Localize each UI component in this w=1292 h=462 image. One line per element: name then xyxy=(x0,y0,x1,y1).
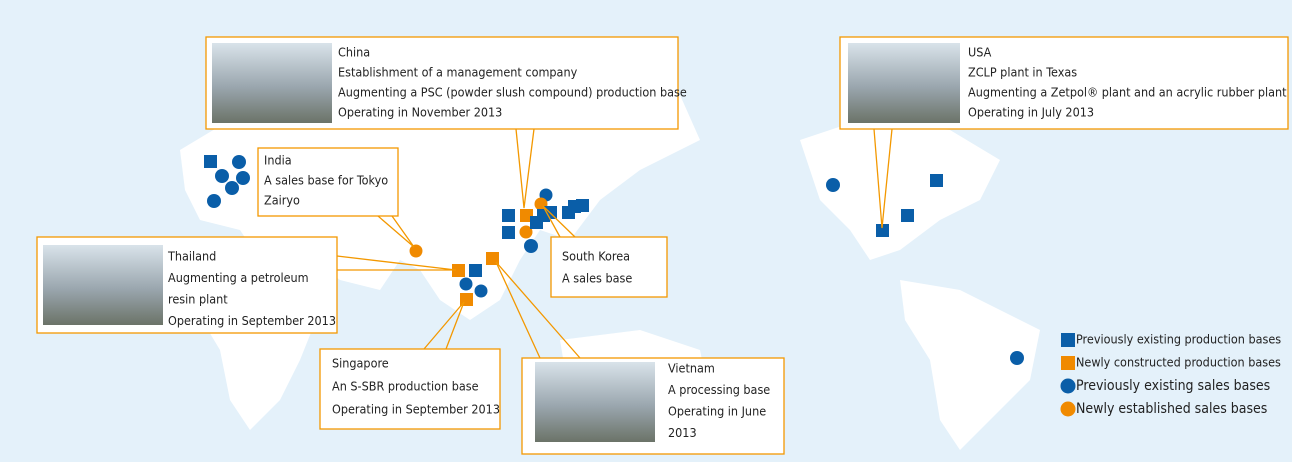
callout-title: India xyxy=(264,153,292,168)
north-america xyxy=(800,120,1000,260)
callout-line: Operating in July 2013 xyxy=(968,105,1094,120)
sales-base xyxy=(225,181,239,195)
callout: China Establishment of a management compa… xyxy=(205,36,687,130)
callout: Thailand Augmenting a petroleum resin plan… xyxy=(36,236,338,334)
new-production-base xyxy=(452,264,465,277)
callout-line: Zairyo xyxy=(264,193,300,208)
callout-title: South Korea xyxy=(562,249,630,264)
pointer xyxy=(515,128,535,209)
callout-line: Augmenting a PSC (powder slush compound)… xyxy=(338,85,687,100)
sales-base xyxy=(474,284,488,298)
callout-box xyxy=(550,236,668,298)
legend-label: Previously existing production bases xyxy=(1076,332,1281,347)
south-america xyxy=(900,280,1040,450)
new-production-base xyxy=(486,252,499,265)
new-sales-base xyxy=(519,225,533,239)
production-base xyxy=(502,226,515,239)
sales-base xyxy=(1010,351,1024,365)
callout-line: ZCLP plant in Texas xyxy=(968,65,1077,80)
callout-title: Singapore xyxy=(332,356,389,371)
callout-title: Thailand xyxy=(167,249,216,264)
eurasia xyxy=(180,80,700,320)
legend-label: Previously existing sales bases xyxy=(1076,378,1270,394)
production-base xyxy=(469,264,482,277)
callout-title: China xyxy=(338,45,370,60)
pointer xyxy=(495,261,581,359)
callout-line: Operating in November 2013 xyxy=(338,105,502,120)
legend-label: Newly established sales bases xyxy=(1076,401,1267,417)
pointer xyxy=(336,255,457,271)
callout: Singapore An S-SBR production base Operati… xyxy=(319,348,501,430)
callout-line: Augmenting a Zetpol® plant and an acryli… xyxy=(968,85,1287,100)
production-base xyxy=(876,224,889,237)
pointer xyxy=(377,215,415,248)
sales-base xyxy=(207,194,221,208)
production-base xyxy=(204,155,217,168)
callout: South Korea A sales base xyxy=(550,236,668,298)
callout-line: An S-SBR production base xyxy=(332,379,479,394)
new-production-base xyxy=(520,209,533,222)
callout-line: Augmenting a petroleum xyxy=(168,270,309,285)
photo xyxy=(535,362,655,442)
photo xyxy=(848,43,960,123)
callout-line: Operating in September 2013 xyxy=(168,313,336,328)
callout-line: A sales base xyxy=(562,271,632,286)
sales-base xyxy=(236,171,250,185)
callout-title: USA xyxy=(968,45,992,60)
pointer xyxy=(542,205,576,238)
callouts: China Establishment of a management compa… xyxy=(36,36,1289,455)
pointer xyxy=(423,301,465,350)
photo xyxy=(43,245,163,325)
pointers xyxy=(336,128,893,359)
sales-base xyxy=(459,277,473,291)
pointer xyxy=(873,128,893,229)
sales-base xyxy=(524,239,538,253)
legend-label: Newly constructed production bases xyxy=(1076,355,1281,370)
callout-line: A processing base xyxy=(668,382,770,397)
markers xyxy=(204,155,1024,365)
production-base xyxy=(930,174,943,187)
callout-line: A sales base for Tokyo xyxy=(264,173,388,188)
callout-line: 2013 xyxy=(668,425,697,440)
sales-base xyxy=(232,155,246,169)
callout-line: Operating in June xyxy=(668,404,766,419)
callout-box xyxy=(319,348,501,430)
callout-line: resin plant xyxy=(168,292,228,307)
callout-box xyxy=(257,147,399,217)
production-base xyxy=(502,209,515,222)
callout: Vietnam A processing base Operating in Jun… xyxy=(521,357,785,455)
legend-swatch xyxy=(1060,401,1076,417)
production-base xyxy=(901,209,914,222)
legend: Previously existing production bases Newl… xyxy=(1060,332,1281,417)
legend-swatch xyxy=(1061,356,1075,370)
legend-swatch xyxy=(1060,378,1076,394)
sales-base xyxy=(215,169,229,183)
callout-line: Establishment of a management company xyxy=(338,65,578,80)
callout-title: Vietnam xyxy=(668,361,715,376)
new-sales-base xyxy=(409,244,423,258)
callout: USA ZCLP plant in Texas Augmenting a Zetpo… xyxy=(839,36,1289,130)
photo xyxy=(212,43,332,123)
production-base xyxy=(576,199,589,212)
sales-base xyxy=(826,178,840,192)
legend-swatch xyxy=(1061,333,1075,347)
callout: India A sales base for Tokyo Zairyo xyxy=(257,147,399,217)
callout-line: Operating in September 2013 xyxy=(332,402,500,417)
